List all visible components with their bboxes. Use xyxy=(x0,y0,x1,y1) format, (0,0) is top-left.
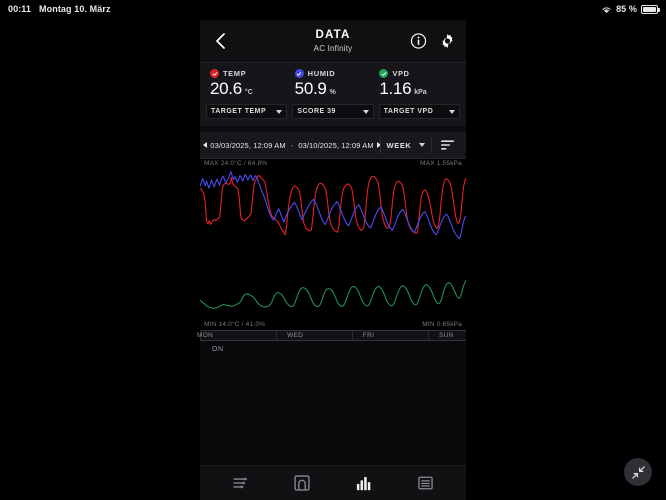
status-bar-left: 00:11 Montag 10. März xyxy=(8,4,111,14)
check-circle-icon xyxy=(210,69,219,78)
metric-humid-label: HUMID xyxy=(307,69,336,78)
battery-percent-label: 85 % xyxy=(616,4,637,14)
list-icon xyxy=(418,476,433,490)
check-circle-icon xyxy=(379,69,389,78)
metric-humid-unit: % xyxy=(329,89,336,96)
nav-item-controls[interactable] xyxy=(226,470,256,496)
metric-temp-unit: °C xyxy=(244,89,253,96)
metric-humid-head: HUMID xyxy=(294,69,376,78)
wifi-icon xyxy=(601,5,612,14)
target-vpd-select[interactable]: TARGET VPD xyxy=(378,104,460,119)
series-vpd-line xyxy=(200,280,466,309)
target-temp-select[interactable]: TARGET TEMP xyxy=(206,104,288,119)
nav-item-data[interactable] xyxy=(349,470,379,496)
x-axis-tick xyxy=(276,331,278,340)
arrow-left-icon[interactable] xyxy=(203,142,208,148)
page-subtitle-text: AC Infinity xyxy=(313,43,353,53)
app-window: DATA AC Infinity xyxy=(197,20,466,500)
nav-item-device[interactable] xyxy=(287,470,317,496)
gear-icon xyxy=(442,33,453,49)
metric-vpd-value: 1.16 xyxy=(379,79,412,98)
app-header: DATA AC Infinity xyxy=(200,20,466,62)
os-status-bar: 00:11 Montag 10. März 85 % xyxy=(0,0,666,18)
chevron-down-icon xyxy=(419,143,426,147)
metric-vpd-head: VPD xyxy=(379,69,460,78)
metrics-panel: TEMP 20.6 °C HUMID 50.9 % xyxy=(200,62,466,126)
series-humid-line xyxy=(200,171,466,240)
metric-humid[interactable]: HUMID 50.9 % xyxy=(291,69,376,99)
metric-vpd[interactable]: VPD 1.16 kPa xyxy=(375,69,460,99)
metric-temp[interactable]: TEMP 20.6 °C xyxy=(206,69,291,99)
range-period-select[interactable]: WEEK xyxy=(381,132,431,158)
metric-selectors: TARGET TEMP SCORE 39 TARGET VPD xyxy=(206,104,460,119)
date-range-bar: 03/03/2025, 12:09 AM - 03/10/2025, 12:09… xyxy=(200,132,466,158)
battery-icon xyxy=(641,4,660,14)
metric-humid-value-row: 50.9 % xyxy=(295,79,376,99)
chevron-down-icon xyxy=(448,109,455,114)
page-title-text: DATA xyxy=(315,29,351,42)
x-axis-tick xyxy=(200,331,201,340)
status-bar-date: Montag 10. März xyxy=(39,4,111,14)
score-select-label: SCORE 39 xyxy=(297,108,336,115)
metric-vpd-unit: kPa xyxy=(414,89,427,96)
header-actions xyxy=(410,33,456,50)
schedule-on-label: ON xyxy=(212,346,224,353)
arrow-right-icon[interactable] xyxy=(376,142,381,148)
x-axis-label: SUN xyxy=(438,332,454,339)
sensor-line-chart[interactable] xyxy=(200,158,466,330)
score-select[interactable]: SCORE 39 xyxy=(292,104,374,119)
target-temp-select-label: TARGET TEMP xyxy=(211,108,267,115)
chart-panel[interactable]: MAX 24.0°C / 64.8% MAX 1.55kPa MIN 14.0°… xyxy=(197,158,466,341)
x-axis-label: MON xyxy=(197,332,214,339)
check-circle-icon xyxy=(294,69,304,78)
exit-fullscreen-button[interactable] xyxy=(624,458,652,486)
status-bar-clock: 00:11 xyxy=(8,4,32,14)
date-range-selector[interactable]: 03/03/2025, 12:09 AM - 03/10/2025, 12:09… xyxy=(203,140,381,150)
controls-icon xyxy=(233,477,248,489)
status-bar-right: 85 % xyxy=(601,0,660,18)
page-title: DATA AC Infinity xyxy=(314,29,353,52)
chart-x-axis: MON WED FRI SUN xyxy=(197,330,466,341)
divider xyxy=(380,137,381,153)
metric-vpd-value-row: 1.16 kPa xyxy=(379,79,460,99)
chevron-down-icon xyxy=(362,109,369,114)
date-range-separator: - xyxy=(290,140,294,150)
metric-temp-value: 20.6 xyxy=(210,79,242,98)
series-temp-line xyxy=(200,174,466,236)
date-range-end: 03/10/2025, 12:09 AM xyxy=(298,140,374,150)
x-axis-label: FRI xyxy=(362,332,375,339)
metric-humid-value: 50.9 xyxy=(294,79,327,98)
date-range-start: 03/03/2025, 12:09 AM xyxy=(210,140,286,150)
metric-temp-value-row: 20.6 °C xyxy=(210,79,291,99)
chevron-down-icon xyxy=(276,109,283,114)
nav-item-more[interactable] xyxy=(410,470,440,496)
back-button[interactable] xyxy=(210,31,230,51)
x-axis-label: WED xyxy=(287,332,304,339)
grow-tent-icon xyxy=(294,475,310,491)
info-icon xyxy=(410,33,427,49)
target-vpd-select-label: TARGET VPD xyxy=(383,108,434,115)
settings-button[interactable] xyxy=(439,33,456,50)
info-button[interactable] xyxy=(410,33,427,50)
chevron-left-icon xyxy=(215,33,225,49)
metric-row: TEMP 20.6 °C HUMID 50.9 % xyxy=(206,69,460,99)
x-axis-tick xyxy=(351,331,353,340)
bar-chart-icon xyxy=(356,476,371,490)
divider xyxy=(431,137,432,153)
filter-icon xyxy=(440,140,454,150)
x-axis-tick xyxy=(427,331,429,340)
bottom-navigation xyxy=(200,466,466,500)
range-period-label: WEEK xyxy=(386,140,412,150)
filter-button[interactable] xyxy=(432,132,462,158)
collapse-arrows-icon xyxy=(631,465,645,479)
metric-vpd-label: VPD xyxy=(392,69,410,78)
chart-series-group xyxy=(200,171,466,309)
metric-temp-head: TEMP xyxy=(210,69,291,78)
schedule-panel[interactable]: ON xyxy=(200,341,466,466)
metric-temp-label: TEMP xyxy=(223,69,247,78)
